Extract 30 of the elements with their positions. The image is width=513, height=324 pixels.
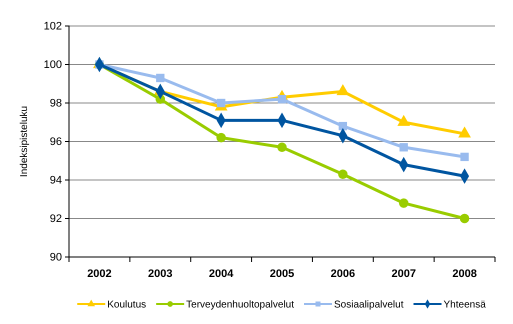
point [460, 152, 469, 162]
point [460, 214, 470, 224]
point [277, 142, 287, 152]
point [216, 98, 226, 108]
legend-label: Koulutus [107, 300, 146, 310]
point [400, 143, 408, 152]
x-tick-label: 2008 [452, 268, 477, 280]
x-tick-label: 2004 [208, 268, 234, 280]
y-tick-label: 98 [50, 98, 62, 110]
point [398, 198, 408, 208]
point [338, 170, 348, 179]
y-axis-title: Indeksipisteluku [19, 106, 30, 178]
legend-label: Yhteensä [444, 300, 486, 310]
y-tick-label: 96 [50, 136, 62, 148]
y-tick-label: 100 [44, 59, 62, 72]
point [338, 122, 348, 130]
x-tick-label: 2007 [391, 268, 416, 280]
y-tick-label: 92 [50, 213, 62, 226]
y-tick-label: 94 [50, 174, 62, 187]
x-tick-label: 2002 [87, 268, 112, 280]
x-tick-label: 2006 [330, 268, 356, 280]
x-tick-label: 2003 [148, 268, 173, 280]
point [278, 94, 286, 104]
point [216, 132, 226, 142]
legend-label: Sosiaalipalvelut [334, 300, 404, 310]
x-tick-label: 2005 [270, 268, 294, 280]
y-tick-label: 102 [44, 20, 62, 33]
point [156, 74, 164, 82]
y-tick-label: 90 [50, 252, 62, 264]
legend-label: Terveydenhuoltopalvelut [186, 300, 294, 310]
